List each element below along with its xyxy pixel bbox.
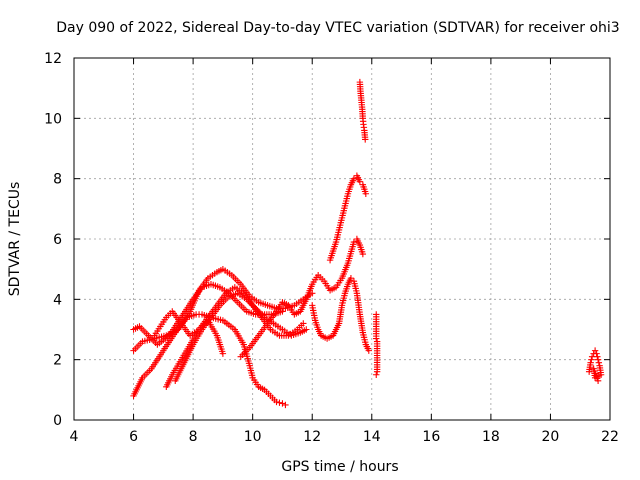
data-point-marker bbox=[587, 359, 594, 366]
x-tick-label: 20 bbox=[542, 429, 560, 445]
x-tick-label: 10 bbox=[244, 429, 262, 445]
data-point-marker bbox=[279, 308, 286, 315]
y-tick-label: 8 bbox=[53, 172, 62, 188]
data-point-marker bbox=[373, 335, 380, 342]
data-point-marker bbox=[595, 359, 603, 366]
y-tick-label: 12 bbox=[44, 51, 62, 67]
data-point-marker bbox=[276, 399, 283, 406]
y-tick-label: 2 bbox=[53, 353, 62, 369]
data-point-marker bbox=[356, 178, 364, 185]
x-tick-label: 18 bbox=[482, 429, 500, 445]
data-point-marker bbox=[359, 250, 367, 258]
y-axis-label: SDTVAR / TECUs bbox=[7, 182, 23, 297]
x-tick-label: 6 bbox=[129, 429, 138, 445]
y-tick-label: 4 bbox=[53, 292, 62, 308]
x-axis-label: GPS time / hours bbox=[281, 459, 398, 475]
data-point-marker bbox=[594, 356, 602, 363]
data-point-marker bbox=[219, 350, 227, 357]
chart-title: Day 090 of 2022, Sidereal Day-to-day VTE… bbox=[56, 20, 619, 36]
data-point-marker bbox=[273, 398, 280, 406]
data-point-marker bbox=[594, 377, 602, 384]
data-point-marker bbox=[365, 347, 372, 354]
data-point-marker bbox=[373, 368, 381, 375]
data-point-marker bbox=[373, 371, 380, 378]
data-point-marker bbox=[282, 401, 289, 409]
data-point-marker bbox=[591, 347, 599, 354]
x-tick-label: 8 bbox=[189, 429, 198, 445]
axis-ticks: 4 6 8 10 12 14 16 18 20 22 0 2 4 6 8 10 12 bbox=[44, 51, 619, 445]
y-tick-label: 10 bbox=[44, 111, 62, 127]
x-tick-label: 16 bbox=[422, 429, 440, 445]
data-point-marker bbox=[350, 175, 358, 182]
x-tick-label: 12 bbox=[303, 429, 321, 445]
data-point-marker bbox=[279, 400, 286, 407]
data-point-marker bbox=[588, 356, 595, 363]
data-point-marker bbox=[593, 350, 600, 357]
y-tick-label: 6 bbox=[53, 232, 62, 248]
data-points bbox=[130, 78, 605, 409]
x-tick-label: 22 bbox=[601, 429, 619, 445]
x-tick-label: 4 bbox=[70, 429, 79, 445]
data-point-marker bbox=[303, 326, 310, 333]
data-point-marker bbox=[347, 275, 355, 282]
data-point-marker bbox=[350, 238, 358, 246]
data-point-marker bbox=[362, 136, 369, 143]
y-tick-label: 0 bbox=[53, 413, 62, 429]
data-point-marker bbox=[594, 353, 601, 360]
grid bbox=[74, 58, 610, 420]
x-tick-label: 14 bbox=[363, 429, 381, 445]
data-point-marker bbox=[362, 190, 370, 197]
data-point-marker bbox=[300, 320, 307, 327]
